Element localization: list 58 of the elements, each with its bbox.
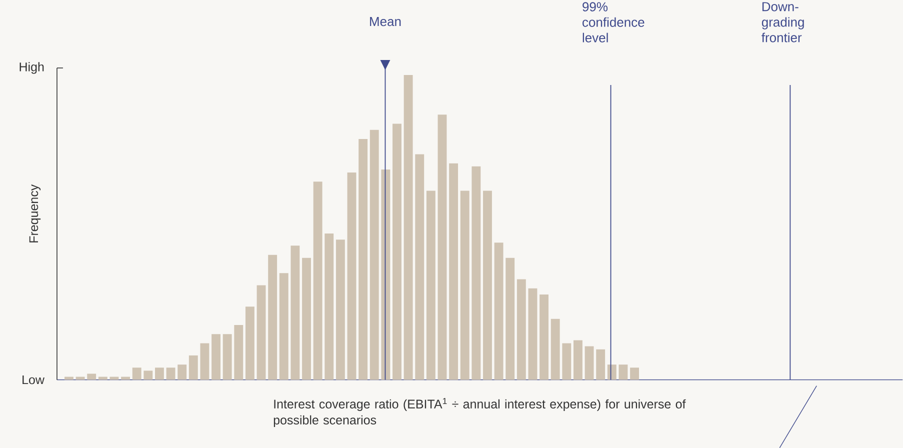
text: Low [22, 375, 44, 384]
bar [404, 74, 413, 380]
bar [154, 368, 164, 380]
text: High [20, 62, 44, 74]
bar [166, 368, 176, 380]
bar [562, 343, 572, 380]
bar [449, 163, 458, 380]
bar [426, 190, 436, 380]
bar [178, 364, 187, 380]
bar [256, 285, 266, 380]
text: Mean [370, 16, 401, 26]
bar [121, 376, 130, 380]
bar [64, 376, 74, 380]
bar [381, 169, 390, 380]
bar [76, 376, 85, 380]
bar [188, 355, 198, 380]
bar [245, 306, 254, 380]
bar [596, 349, 606, 380]
bar [290, 246, 300, 380]
bar [268, 254, 278, 380]
bar [336, 240, 345, 380]
bar [618, 364, 628, 380]
bar [550, 318, 560, 380]
bar [347, 172, 356, 380]
bar [324, 233, 334, 380]
bar [415, 154, 424, 380]
bar [483, 190, 492, 380]
bar [370, 130, 379, 380]
bar [494, 242, 504, 380]
bar [460, 190, 470, 380]
bar [630, 368, 639, 380]
bar [506, 258, 515, 380]
bar [574, 340, 582, 380]
bar [200, 343, 210, 380]
text: 99% confidence level [582, 2, 644, 42]
bar [584, 346, 594, 380]
bar [313, 182, 322, 380]
bar [607, 364, 616, 380]
y-axis-title: Frequency [29, 184, 41, 242]
bar [472, 166, 481, 380]
bar [528, 288, 538, 380]
bar [516, 279, 526, 380]
bar [279, 273, 288, 380]
bar [540, 294, 549, 380]
text: Down-grading frontier [762, 2, 804, 42]
bar [234, 324, 244, 380]
text: Interest coverage ratio (EBITA$^{1}$ ÷ annual interest expense) for universe of possible scenarios [274, 398, 686, 427]
bar [98, 376, 108, 380]
bar [222, 334, 232, 380]
bar [144, 370, 153, 380]
bar [132, 368, 142, 380]
bar [110, 376, 119, 380]
bar [358, 138, 368, 380]
bar [302, 258, 311, 380]
bar [438, 114, 447, 380]
bar [212, 334, 220, 380]
bar [87, 374, 96, 380]
bar [392, 124, 402, 380]
